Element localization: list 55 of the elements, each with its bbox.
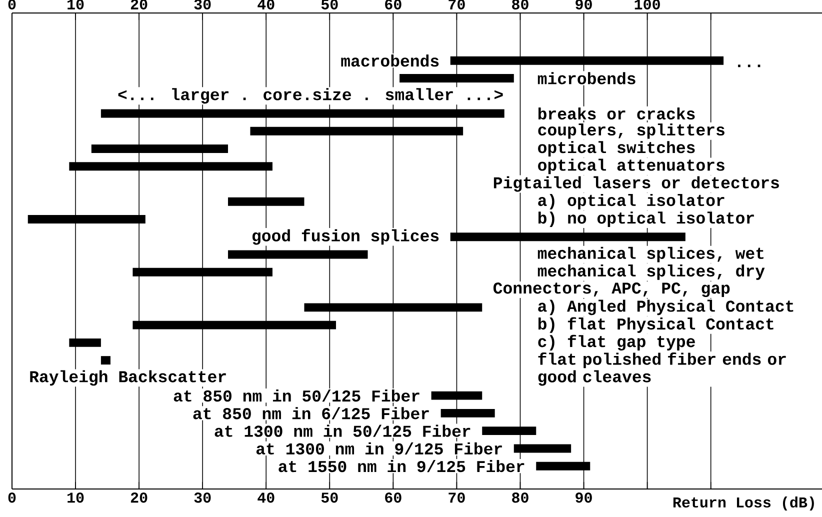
y-tick-label: optical attenuators <box>538 158 724 174</box>
x-tick-label: 20 <box>130 492 148 503</box>
y-tick-label: at 850 nm in 50/125 Fiber <box>174 390 420 402</box>
annotation: Connectors, APC, PC, gap <box>493 282 730 298</box>
bar <box>536 462 590 470</box>
bar <box>132 268 272 276</box>
y-tick-label: a) optical isolator <box>538 194 724 210</box>
y-tick-label: mechanical splices, dry <box>538 264 765 280</box>
x-tick-label: 0 <box>8 492 16 503</box>
bar <box>514 444 572 453</box>
y-tick-label: c) flat gap type <box>538 334 695 351</box>
annotation: ... <box>738 64 760 68</box>
x-tick-label: 40 <box>258 492 274 503</box>
bar <box>69 162 272 171</box>
y-tick-label: good fusion splices <box>252 229 439 245</box>
x-tick-label: 60 <box>385 492 402 503</box>
bar <box>91 144 228 153</box>
x-tick-label: 80 <box>512 492 528 503</box>
x-tick-label: 70 <box>448 492 465 503</box>
bar <box>482 426 536 436</box>
y-tick-label: breaks or cracks <box>538 107 695 120</box>
y-tick-label: microbends <box>538 72 636 84</box>
bar <box>28 215 146 224</box>
y-tick-label: optical switches <box>538 141 695 156</box>
x-tick-label: 30 <box>194 492 211 503</box>
bar <box>132 320 336 330</box>
y-tick-label: at 1300 nm in 50/125 Fiber <box>214 424 470 437</box>
bar <box>228 197 304 206</box>
y-tick-label: at 1550 nm in 9/125 Fiber <box>278 460 524 472</box>
y-tick-label: couplers, splitters <box>538 123 724 139</box>
y-tick-label: macrobends <box>341 54 439 67</box>
x-tick-label: 10 <box>68 492 84 503</box>
y-tick-label: mechanical splices, wet <box>538 246 764 262</box>
x-axis-title: Return Loss (dB) <box>673 496 814 511</box>
y-tick-label: flat polished fiber ends or good cleaves <box>538 352 786 386</box>
x-tick-label: 90 <box>576 492 592 503</box>
bar <box>431 391 482 400</box>
annotation: Rayleigh Backscatter <box>30 370 226 386</box>
bar <box>400 74 514 82</box>
bar <box>304 303 482 312</box>
bar <box>100 109 504 118</box>
y-tick-label: b) flat Physical Contact <box>538 317 774 333</box>
y-tick-label: at 1300 nm in 9/125 Fiber <box>256 442 502 455</box>
bar <box>440 408 495 418</box>
y-tick-label: b) no optical isolator <box>538 212 754 227</box>
y-tick-label: at 850 nm in 6/125 Fiber <box>193 407 429 420</box>
bar <box>228 250 368 259</box>
annotation: <... larger . core.size . smaller ...> <box>118 88 503 104</box>
bar <box>450 232 686 242</box>
bar <box>69 338 101 347</box>
bar <box>100 356 110 365</box>
x-tick-label: 50 <box>321 492 338 503</box>
y-tick-label: a) Angled Physical Contact <box>538 300 794 316</box>
bar <box>250 126 464 136</box>
annotation: Pigtailed lasers or detectors <box>494 176 779 192</box>
